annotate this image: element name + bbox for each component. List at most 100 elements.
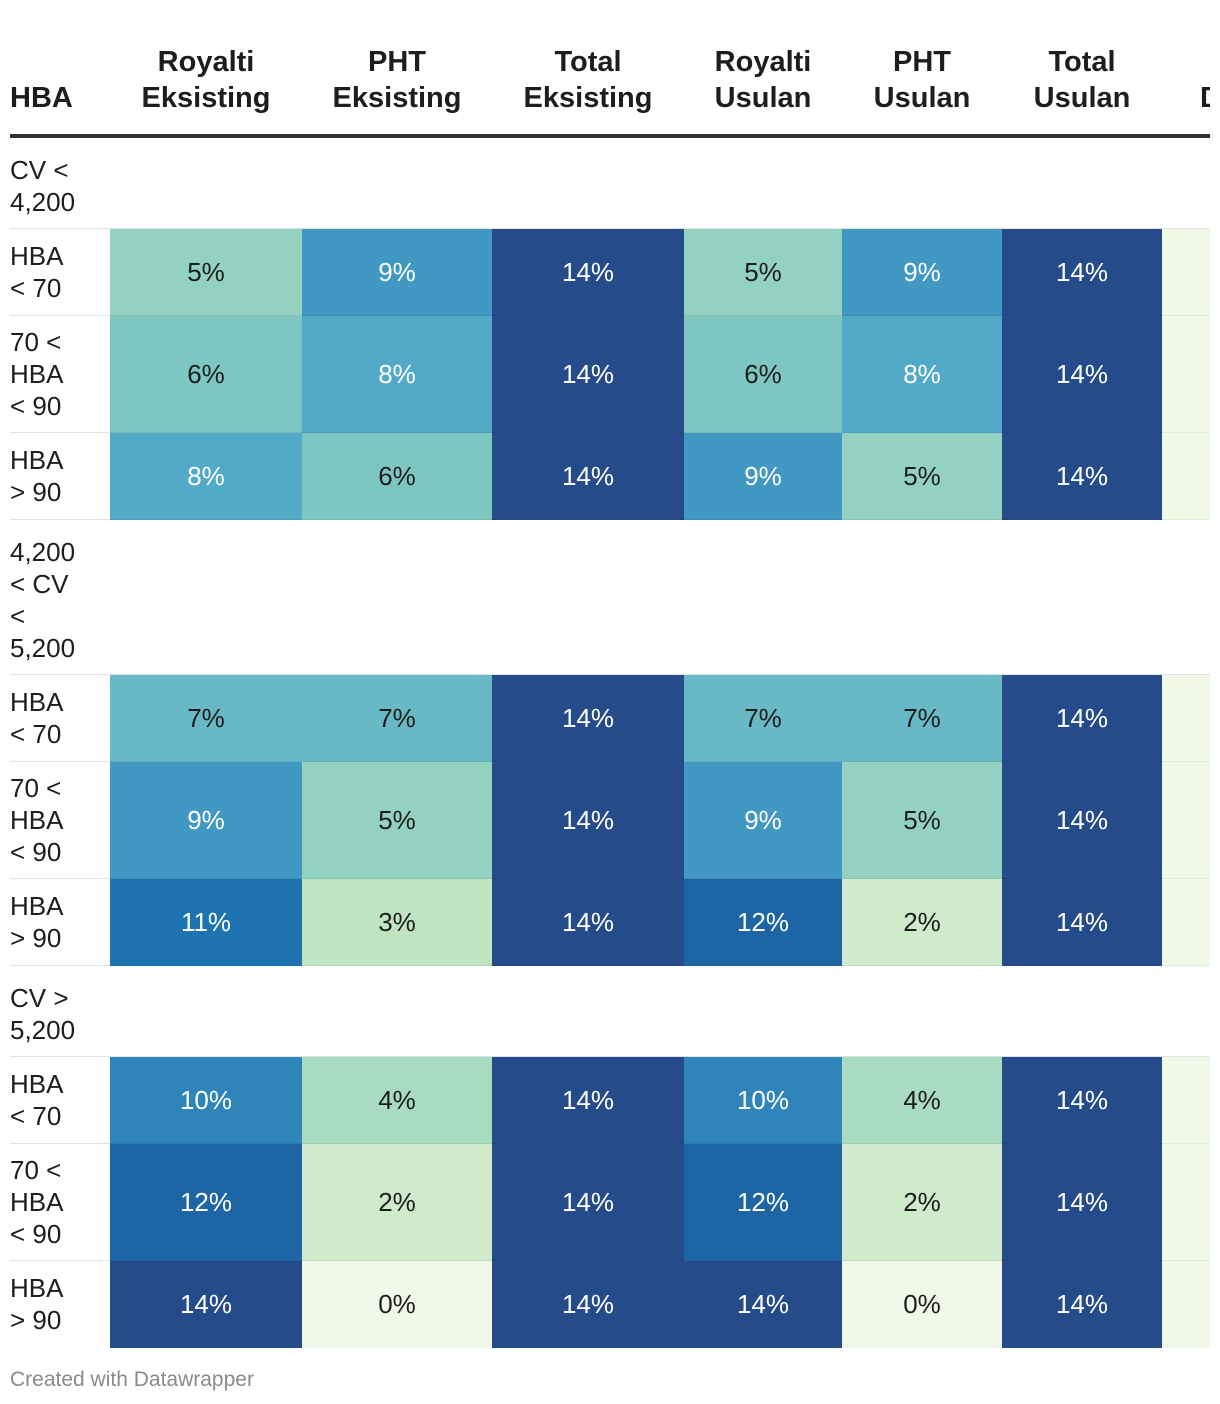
- heatmap-cell-pht-eksisting: 6%: [302, 432, 492, 520]
- heatmap-cell-pht-usulan: 2%: [842, 1143, 1002, 1261]
- heatmap-cell-total-eksisting: 14%: [492, 674, 684, 762]
- row-label-line: 70 <: [10, 1155, 62, 1185]
- row-label-line: 70 <: [10, 773, 62, 803]
- column-header-line: Eksisting: [141, 82, 271, 114]
- group-row-cv-5-200: CV >5,200: [10, 965, 1210, 1057]
- row-label: HBA > 90: [10, 432, 110, 520]
- row-label-line: HBA: [10, 1273, 64, 1304]
- heatmap-cell-pht-usulan: 5%: [842, 432, 1002, 520]
- heatmap-cell-total-usulan: 14%: [1002, 432, 1162, 520]
- table-row: 70 < HBA < 90 6% 8% 14% 6% 8% 14%: [10, 315, 1210, 433]
- row-label: HBA > 90: [10, 878, 110, 966]
- row-label-line: < 70: [10, 273, 62, 303]
- column-header-pht-eksisting: PHT Eksisting: [302, 0, 492, 138]
- heatmap-cell-royalti-eksisting: 14%: [110, 1260, 302, 1348]
- heatmap-cell-pht-eksisting: 7%: [302, 674, 492, 762]
- heatmap-table-container: HBA Royalti Eksisting PHT Eksisting Total Eksi…: [10, 0, 1210, 1348]
- heatmap-cell-d: [1162, 878, 1210, 966]
- row-label-line: HBA: [10, 1187, 64, 1217]
- table-row: HBA > 90 11% 3% 14% 12% 2% 14%: [10, 878, 1210, 966]
- row-label-line: HBA: [10, 891, 64, 921]
- heatmap-cell-royalti-usulan: 7%: [684, 674, 842, 762]
- row-label-line: > 90: [10, 1305, 62, 1336]
- group-label-line: 4,200: [10, 187, 76, 217]
- row-label-line: HBA: [10, 805, 64, 835]
- heatmap-cell-royalti-eksisting: 10%: [110, 1056, 302, 1144]
- group-row-cv-4-200: CV <4,200: [10, 136, 1210, 229]
- heatmap-cell-pht-eksisting: 4%: [302, 1056, 492, 1144]
- group-label-line: 5,200: [10, 633, 76, 663]
- heatmap-cell-royalti-usulan: 6%: [684, 315, 842, 433]
- group-spacer: [110, 136, 1210, 229]
- row-label: HBA < 70: [10, 228, 110, 316]
- heatmap-cell-pht-eksisting: 2%: [302, 1143, 492, 1261]
- group-row-4-200-cv-5-200: 4,200 < CV <5,200: [10, 519, 1210, 675]
- column-header-hba: HBA: [10, 0, 110, 138]
- group-label-line: CV >: [10, 983, 69, 1013]
- heatmap-cell-total-usulan: 14%: [1002, 315, 1162, 433]
- row-label: HBA < 70: [10, 1056, 110, 1144]
- heatmap-cell-pht-usulan: 8%: [842, 315, 1002, 433]
- heatmap-cell-total-usulan: 14%: [1002, 228, 1162, 316]
- row-label-line: HBA: [10, 241, 64, 271]
- column-header-line: HBA: [10, 82, 73, 114]
- heatmap-cell-royalti-usulan: 12%: [684, 1143, 842, 1261]
- group-label: 4,200 < CV <5,200: [10, 519, 110, 675]
- column-header-royalti-eksisting: Royalti Eksisting: [110, 0, 302, 138]
- row-label-line: 70 <: [10, 327, 62, 357]
- group-label: CV <4,200: [10, 136, 110, 229]
- group-spacer: [110, 965, 1210, 1057]
- heatmap-cell-total-usulan: 14%: [1002, 1143, 1162, 1261]
- heatmap-cell-royalti-eksisting: 6%: [110, 315, 302, 433]
- column-header-line: Royalti: [157, 46, 255, 78]
- heatmap-cell-d: [1162, 761, 1210, 879]
- heatmap-cell-pht-usulan: 9%: [842, 228, 1002, 316]
- heatmap-cell-royalti-usulan: 5%: [684, 228, 842, 316]
- heatmap-cell-d: [1162, 315, 1210, 433]
- row-label-line: HBA: [10, 687, 64, 717]
- heatmap-cell-d: [1162, 432, 1210, 520]
- column-header-line: Royalti: [714, 46, 812, 78]
- heatmap-cell-d: [1162, 1260, 1210, 1348]
- row-label-line: HBA: [10, 359, 64, 389]
- row-label-line: > 90: [10, 477, 62, 507]
- table-body: CV <4,200 HBA < 70 5% 9% 14% 5% 9% 14% 70 < HBA < 9…: [10, 136, 1210, 1348]
- heatmap-cell-royalti-eksisting: 7%: [110, 674, 302, 762]
- heatmap-cell-royalti-eksisting: 8%: [110, 432, 302, 520]
- heatmap-cell-pht-usulan: 4%: [842, 1056, 1002, 1144]
- heatmap-cell-total-eksisting: 14%: [492, 1143, 684, 1261]
- heatmap-cell-pht-usulan: 2%: [842, 878, 1002, 966]
- group-label-line: <: [10, 601, 26, 631]
- table-row: HBA > 90 14% 0% 14% 14% 0% 14%: [10, 1260, 1210, 1348]
- column-header-pht-usulan: PHT Usulan: [842, 0, 1002, 138]
- heatmap-cell-pht-eksisting: 0%: [302, 1260, 492, 1348]
- heatmap-cell-total-eksisting: 14%: [492, 1056, 684, 1144]
- row-label: HBA > 90: [10, 1260, 110, 1348]
- table-row: HBA < 70 5% 9% 14% 5% 9% 14%: [10, 228, 1210, 316]
- row-label-line: HBA: [10, 445, 64, 475]
- heatmap-cell-total-usulan: 14%: [1002, 674, 1162, 762]
- heatmap-cell-pht-eksisting: 9%: [302, 228, 492, 316]
- group-spacer: [110, 519, 1210, 675]
- group-label: CV >5,200: [10, 965, 110, 1057]
- heatmap-cell-royalti-usulan: 9%: [684, 761, 842, 879]
- column-header-total-usulan: Total Usulan: [1002, 0, 1162, 138]
- row-label: 70 < HBA < 90: [10, 1143, 110, 1261]
- row-label-line: < 90: [10, 837, 62, 867]
- column-header-line: Usulan: [1033, 82, 1131, 114]
- heatmap-cell-royalti-eksisting: 12%: [110, 1143, 302, 1261]
- heatmap-cell-pht-usulan: 7%: [842, 674, 1002, 762]
- heatmap-cell-total-eksisting: 14%: [492, 761, 684, 879]
- column-header-line: Total: [554, 46, 622, 78]
- column-header-line: Usulan: [714, 82, 812, 114]
- footer-credit: Created with Datawrapper: [10, 1368, 254, 1391]
- row-label-line: > 90: [10, 923, 62, 953]
- heatmap-cell-total-eksisting: 14%: [492, 228, 684, 316]
- heatmap-cell-royalti-usulan: 10%: [684, 1056, 842, 1144]
- heatmap-cell-pht-usulan: 0%: [842, 1260, 1002, 1348]
- group-label-line: < CV: [10, 569, 69, 599]
- heatmap-cell-total-eksisting: 14%: [492, 878, 684, 966]
- heatmap-cell-royalti-eksisting: 11%: [110, 878, 302, 966]
- table-row: 70 < HBA < 90 9% 5% 14% 9% 5% 14%: [10, 761, 1210, 879]
- row-label: 70 < HBA < 90: [10, 761, 110, 879]
